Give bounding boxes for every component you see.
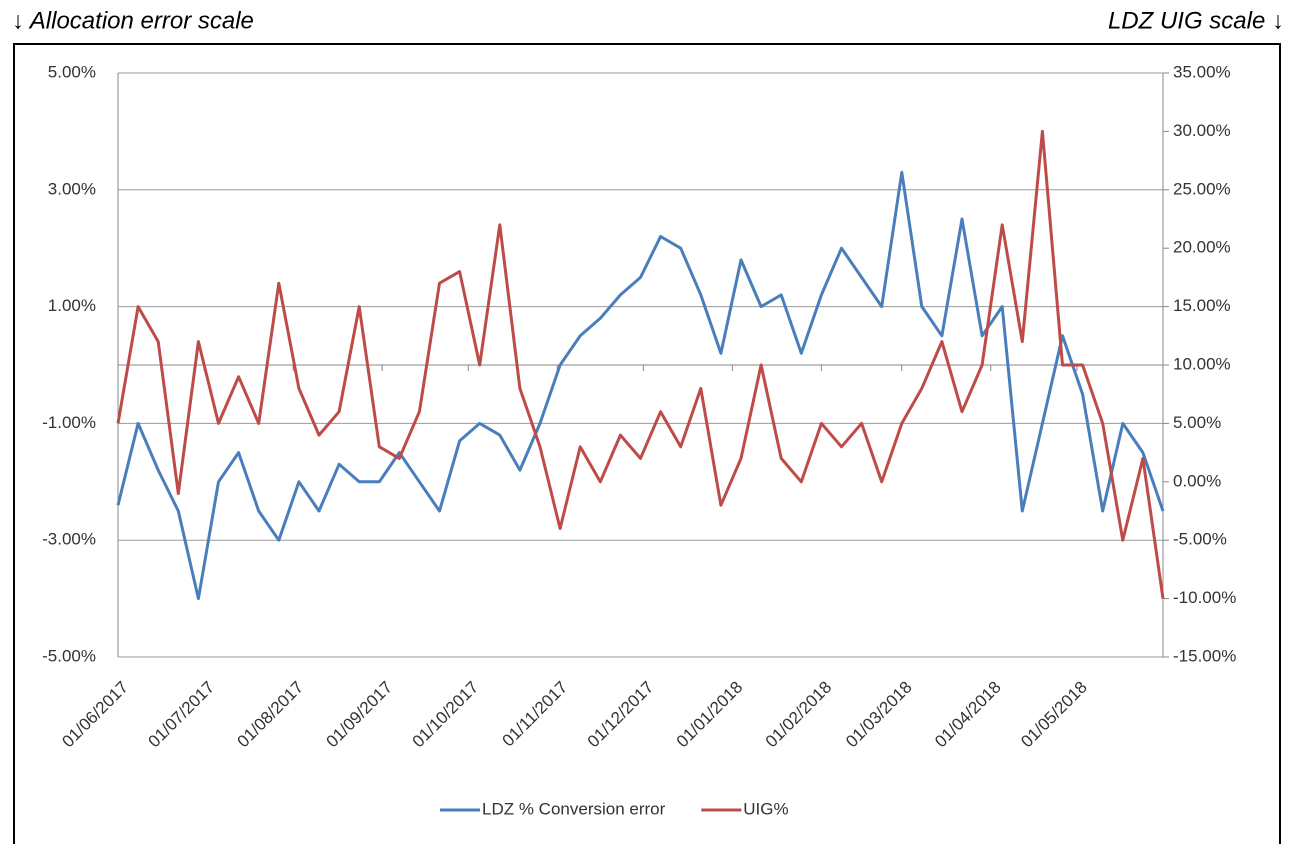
y2-tick-label: 20.00% (1173, 238, 1231, 257)
right-note: LDZ UIG scale ↓ (1108, 7, 1284, 34)
y2-tick-label: 0.00% (1173, 471, 1221, 490)
y2-tick-label: -10.00% (1173, 588, 1236, 607)
y-tick-label: 3.00% (48, 179, 96, 198)
y2-tick-label: -5.00% (1173, 530, 1227, 549)
y2-tick-label: 5.00% (1173, 413, 1221, 432)
y-tick-label: -1.00% (42, 413, 96, 432)
y-tick-label: 1.00% (48, 296, 96, 315)
y2-tick-label: 35.00% (1173, 62, 1231, 81)
y2-tick-label: -15.00% (1173, 646, 1236, 665)
y2-tick-label: 30.00% (1173, 121, 1231, 140)
y-tick-label: -3.00% (42, 530, 96, 549)
legend-label: LDZ % Conversion error (482, 799, 666, 818)
left-note: ↓ Allocation error scale (12, 7, 254, 34)
series-line (116, 129, 1165, 599)
legend-label: UIG% (743, 799, 788, 818)
y-tick-label: -5.00% (42, 646, 96, 665)
y2-tick-label: 15.00% (1173, 296, 1231, 315)
y2-tick-label: 10.00% (1173, 354, 1231, 373)
y-tick-label: 5.00% (48, 62, 96, 81)
y2-tick-label: 25.00% (1173, 179, 1231, 198)
